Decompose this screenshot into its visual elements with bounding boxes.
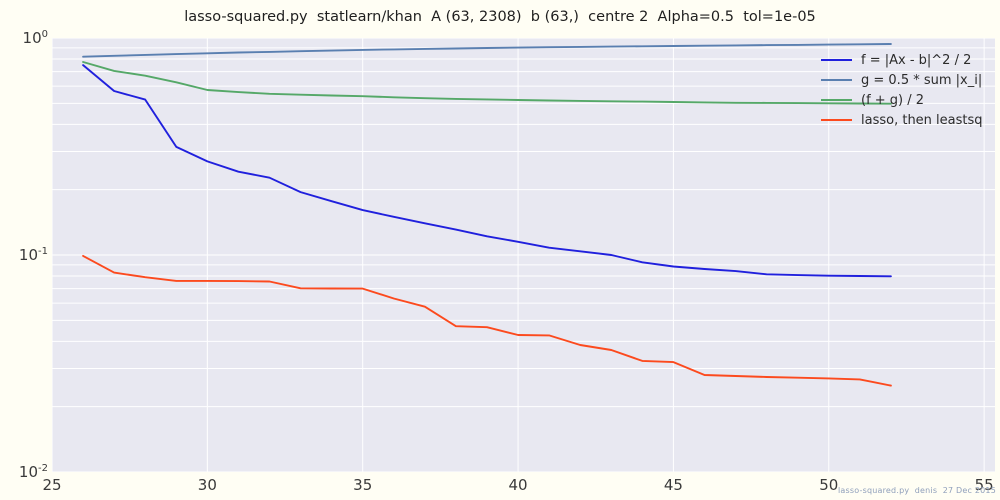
series-line-1 <box>82 43 892 58</box>
legend-item-f: f = |Ax - b|^2 / 2 <box>821 50 983 70</box>
legend-item-lasso: lasso, then leastsq <box>821 110 983 130</box>
y-axis-tick-1e-1: 10-1 <box>18 246 48 264</box>
legend: f = |Ax - b|^2 / 2 g = 0.5 * sum |x_i| (… <box>821 50 983 130</box>
chart-title: lasso-squared.py statlearn/khan A (63, 2… <box>184 9 816 25</box>
x-axis-tick-55: 55 <box>974 476 994 494</box>
x-axis-tick-40: 40 <box>508 476 528 494</box>
series-line-3 <box>82 254 892 387</box>
x-axis-tick-50: 50 <box>819 476 839 494</box>
legend-label-g: g = 0.5 * sum |x_i| <box>861 72 983 88</box>
series-line-0 <box>82 64 892 278</box>
legend-label-f: f = |Ax - b|^2 / 2 <box>861 52 972 68</box>
legend-label-lasso: lasso, then leastsq <box>861 112 983 128</box>
legend-line-sample-g <box>821 79 852 81</box>
x-axis-tick-35: 35 <box>353 476 373 494</box>
y-axis-tick-1e0: 100 <box>22 29 48 47</box>
plot-area <box>52 38 995 472</box>
x-axis-tick-45: 45 <box>663 476 683 494</box>
legend-line-sample-f <box>821 59 852 61</box>
chart-canvas <box>52 38 995 472</box>
series-line-2 <box>82 61 892 105</box>
x-axis-tick-25: 25 <box>42 476 62 494</box>
legend-item-avg: (f + g) / 2 <box>821 90 983 110</box>
legend-item-g: g = 0.5 * sum |x_i| <box>821 70 983 90</box>
legend-line-sample-avg <box>821 99 852 101</box>
legend-label-avg: (f + g) / 2 <box>861 92 925 108</box>
credit-text: lasso-squared.py denis 27 Dec 2015 <box>838 486 997 495</box>
legend-line-sample-lasso <box>821 119 852 121</box>
x-axis-tick-30: 30 <box>197 476 217 494</box>
y-axis-tick-1e-2: 10-2 <box>18 463 48 481</box>
